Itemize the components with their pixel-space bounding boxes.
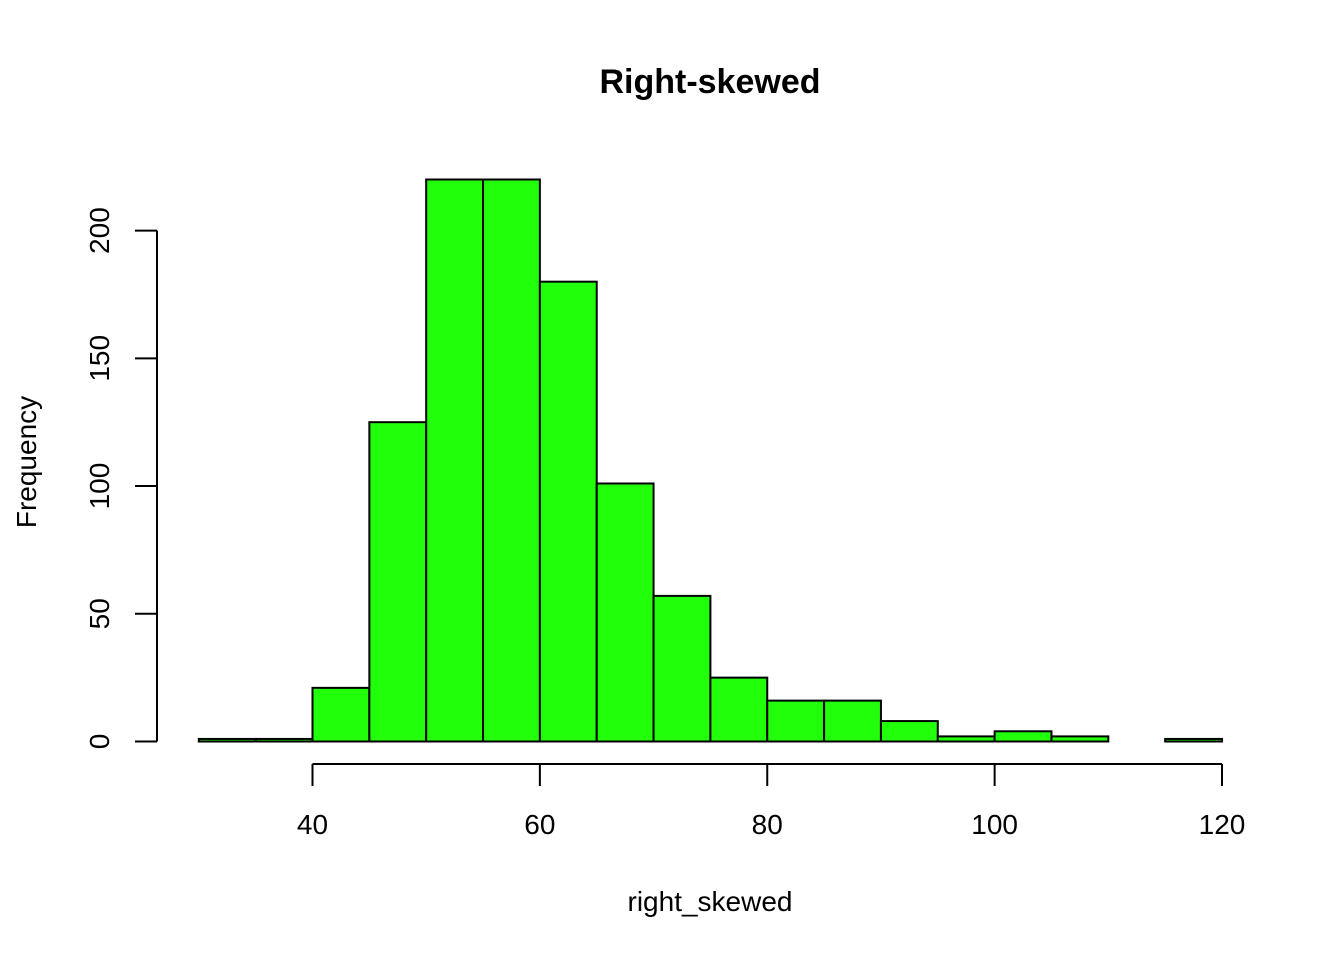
- histogram-bar: [425, 178, 485, 743]
- y-axis-label: Frequency: [11, 396, 42, 528]
- histogram-bar: [311, 686, 371, 743]
- histogram-bar: [368, 421, 428, 743]
- histogram-bar: [538, 280, 598, 743]
- x-axis-label: right_skewed: [628, 886, 793, 917]
- x-axis: 40 60 80 100 120: [297, 763, 1246, 840]
- histogram-bar: [595, 482, 655, 743]
- histogram-bar: [254, 737, 314, 743]
- histogram-bar: [936, 735, 996, 743]
- bars-group: [197, 178, 1223, 743]
- x-tick-label: 120: [1199, 809, 1246, 840]
- y-tick-label: 0: [84, 734, 115, 750]
- histogram-bar: [197, 737, 257, 743]
- x-tick-label: 80: [752, 809, 783, 840]
- x-tick-label: 100: [971, 809, 1018, 840]
- x-tick-label: 40: [297, 809, 328, 840]
- histogram-bar: [766, 699, 826, 743]
- y-tick-label: 150: [84, 335, 115, 382]
- y-tick-label: 50: [84, 598, 115, 629]
- histogram-bar: [1164, 737, 1223, 743]
- y-tick-label: 200: [84, 207, 115, 254]
- histogram-bar: [652, 594, 712, 743]
- y-tick-label: 100: [84, 463, 115, 510]
- x-tick-label: 60: [524, 809, 555, 840]
- histogram-bar: [482, 178, 541, 743]
- y-axis: 0 50 100 150 200: [84, 207, 158, 750]
- histogram-bar: [1050, 735, 1110, 743]
- histogram-bar: [823, 699, 882, 743]
- histogram-bar: [879, 720, 939, 743]
- chart-title: Right-skewed: [599, 63, 820, 101]
- histogram-bar: [709, 676, 769, 743]
- histogram-bar: [993, 730, 1053, 743]
